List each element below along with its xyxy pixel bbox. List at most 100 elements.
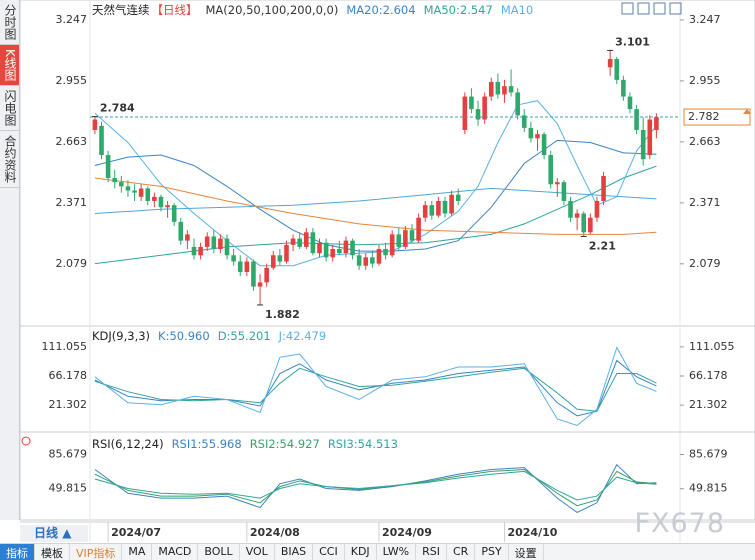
watermark: FX678 xyxy=(634,508,725,539)
ma-line xyxy=(94,139,657,252)
y-tick-label: 2.079 xyxy=(689,257,721,270)
toolbar-button[interactable]: KDJ xyxy=(345,544,377,560)
toolbar-button[interactable]: VIP指标 xyxy=(70,544,123,560)
legend-entry: MA20:2.604 xyxy=(346,3,416,17)
candle-body xyxy=(601,175,606,201)
legend-entry: D:55.201 xyxy=(217,329,271,343)
toolbar-button[interactable]: MA xyxy=(122,544,153,560)
y-tick-label: 49.815 xyxy=(689,482,728,495)
candle-body xyxy=(323,242,329,258)
toolbar-button[interactable]: CR xyxy=(447,544,476,560)
candle-body xyxy=(191,246,197,256)
last-price-label: 2.782 xyxy=(688,110,720,123)
candle-body xyxy=(495,81,501,95)
legend-entry: MA10 xyxy=(500,3,534,17)
indicator-label: MA(20,50,100,200,0,0) xyxy=(205,3,339,17)
candle-body xyxy=(416,217,421,241)
candle-body xyxy=(211,236,217,250)
candle-body xyxy=(574,213,580,218)
candle-body xyxy=(303,232,309,247)
toolbar-button[interactable]: 指标 xyxy=(0,544,35,560)
toolbar-button[interactable]: PSY xyxy=(475,544,509,560)
ma-line xyxy=(94,100,657,267)
candle-body xyxy=(343,240,349,254)
ma-line xyxy=(94,187,657,214)
candle-body xyxy=(594,200,600,218)
toolbar-button[interactable]: CCI xyxy=(313,544,345,560)
toolbar-button[interactable]: BIAS xyxy=(275,544,314,560)
sidebar-tab[interactable]: K线图 xyxy=(0,45,19,86)
y-tick-label: 3.247 xyxy=(56,13,88,26)
candle-body xyxy=(158,196,164,208)
candle-body xyxy=(204,236,210,247)
candle-body xyxy=(541,134,547,156)
y-tick-label: 85.679 xyxy=(49,448,88,461)
x-tick-label: 2024/07 xyxy=(111,526,161,539)
extreme-label: 1.882 xyxy=(265,308,300,321)
x-tick-label: 2024/10 xyxy=(507,526,557,539)
plot xyxy=(92,50,659,305)
candle-body xyxy=(640,129,646,160)
candle-body xyxy=(396,234,402,247)
ma-line xyxy=(94,470,657,501)
sidebar-tab[interactable]: 分时图 xyxy=(0,0,19,45)
candle-body xyxy=(614,58,620,80)
candle-body xyxy=(218,238,223,250)
candle-body xyxy=(561,182,567,201)
panel-title: RSI(6,12,24) xyxy=(92,437,164,451)
candle-body xyxy=(99,125,104,156)
toolbar-button[interactable]: LW% xyxy=(377,544,417,560)
ma-line xyxy=(94,463,657,513)
extreme-label: 2.21 xyxy=(589,239,616,252)
y-tick-label: 2.955 xyxy=(56,74,88,87)
y-tick-label: 85.679 xyxy=(689,448,728,461)
candle-body xyxy=(376,249,382,264)
candle-body xyxy=(330,249,336,258)
candle-body xyxy=(257,282,263,287)
candle-body xyxy=(277,255,283,262)
ma-line xyxy=(94,367,657,412)
candle-body xyxy=(568,200,573,218)
y-tick-label: 2.955 xyxy=(689,74,721,87)
candle-body xyxy=(171,205,177,222)
candle-body xyxy=(462,96,468,130)
kdj-header: KDJ(9,3,3) K:50.960 D:55.201 J:42.479 xyxy=(92,329,326,343)
candle-body xyxy=(370,257,375,264)
rsi-header: RSI(6,12,24) RSI1:55.968 RSI2:54.927 RSI3:… xyxy=(92,437,398,451)
frame xyxy=(19,0,755,521)
candle-body xyxy=(449,194,454,214)
window-icons[interactable] xyxy=(621,2,682,15)
toolbar-button[interactable]: 模板 xyxy=(35,544,70,560)
y-tick-label: 21.302 xyxy=(49,398,88,411)
period-tag[interactable]: 【日线】 xyxy=(151,3,198,17)
candle-body xyxy=(442,200,448,214)
y-tick-label: 66.178 xyxy=(49,369,88,382)
sidebar-tab[interactable]: 合约资料 xyxy=(0,131,19,188)
toolbar-button[interactable]: VOL xyxy=(240,544,275,560)
candle-body xyxy=(185,234,190,241)
candle-body xyxy=(244,261,250,272)
candle-body xyxy=(588,217,593,233)
toolbar-button[interactable]: MACD xyxy=(152,544,199,560)
candle-body xyxy=(555,182,560,185)
candle-body xyxy=(535,134,540,139)
candle-body xyxy=(422,205,428,218)
ma-line xyxy=(94,346,657,427)
candle-body xyxy=(581,213,587,233)
candle-body xyxy=(297,238,302,247)
candle-body xyxy=(627,96,633,110)
sidebar-tab[interactable]: 闪电图 xyxy=(0,86,19,131)
toolbar-button[interactable]: BOLL xyxy=(198,544,240,560)
candle-body xyxy=(337,249,342,254)
settings-icon[interactable] xyxy=(21,436,31,446)
candle-body xyxy=(515,92,520,116)
y-tick-label: 2.663 xyxy=(56,135,88,148)
candle-body xyxy=(138,188,144,197)
toolbar-button[interactable]: RSI xyxy=(416,544,447,560)
plot xyxy=(94,346,657,427)
period-selector[interactable]: 日线 ▲ xyxy=(20,525,88,542)
candle-body xyxy=(284,244,289,262)
toolbar-button[interactable]: 设置 xyxy=(509,544,544,560)
legend-entry: RSI1:55.968 xyxy=(171,437,242,451)
